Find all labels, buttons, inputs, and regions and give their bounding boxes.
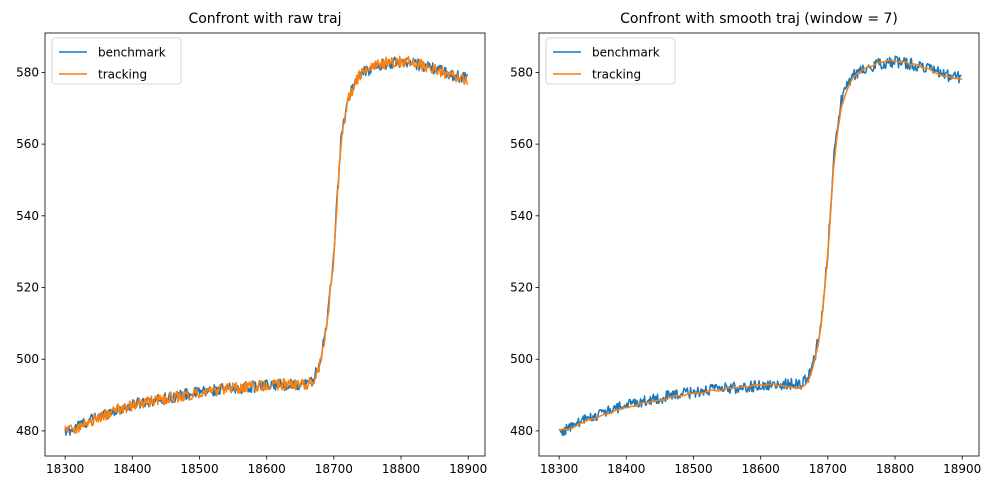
chart-panel-smooth: 18300 18400 18500 18600 18700 18800 18900 480 50… [510, 11, 981, 476]
y-tick-label: 560 [510, 137, 533, 151]
series-line-tracking [64, 55, 469, 434]
legend: benchmark tracking [545, 37, 676, 85]
chart-title: Confront with smooth traj (window = 7) [620, 11, 898, 27]
y-tick-label: 540 [16, 209, 39, 223]
series-line-benchmark [64, 56, 469, 436]
y-tick-label: 560 [16, 137, 39, 151]
x-tick-label: 18700 [315, 462, 353, 476]
y-tick-label: 540 [510, 209, 533, 223]
plot-frame [44, 32, 486, 457]
y-tick-label: 580 [16, 65, 39, 79]
y-tick-label: 520 [510, 281, 533, 295]
y-tick-label: 480 [16, 424, 39, 438]
x-tick-label: 18400 [113, 462, 151, 476]
x-tick-label: 18900 [449, 462, 487, 476]
series-lines [64, 55, 469, 436]
x-tick-label: 18900 [943, 462, 981, 476]
legend-box [545, 37, 676, 85]
legend-box [51, 37, 182, 85]
y-tick-label: 480 [510, 424, 533, 438]
y-tick-label: 580 [510, 65, 533, 79]
x-tick-label: 18700 [809, 462, 847, 476]
chart-title: Confront with raw traj [188, 11, 341, 27]
x-tick-label: 18800 [382, 462, 420, 476]
y-tick-label: 500 [510, 352, 533, 366]
x-tick-label: 18600 [742, 462, 780, 476]
legend-label-tracking: tracking [592, 68, 641, 82]
x-tick-label: 18400 [607, 462, 645, 476]
x-tick-label: 18300 [46, 462, 84, 476]
series-lines [558, 55, 963, 437]
legend: benchmark tracking [51, 37, 182, 85]
x-tick-label: 18500 [180, 462, 218, 476]
y-tick-label: 500 [16, 352, 39, 366]
legend-label-tracking: tracking [98, 68, 147, 82]
x-tick-label: 18800 [876, 462, 914, 476]
chart-panel-raw: 18300 18400 18500 18600 18700 18800 18900 480 50… [16, 11, 487, 476]
plot-frame [538, 32, 980, 457]
x-tick-label: 18500 [674, 462, 712, 476]
y-tick-label: 520 [16, 281, 39, 295]
x-tick-label: 18300 [540, 462, 578, 476]
x-tick-label: 18600 [248, 462, 286, 476]
legend-label-benchmark: benchmark [98, 46, 166, 60]
series-line-tracking [558, 59, 963, 432]
series-line-benchmark [558, 55, 962, 437]
legend-label-benchmark: benchmark [592, 46, 660, 60]
